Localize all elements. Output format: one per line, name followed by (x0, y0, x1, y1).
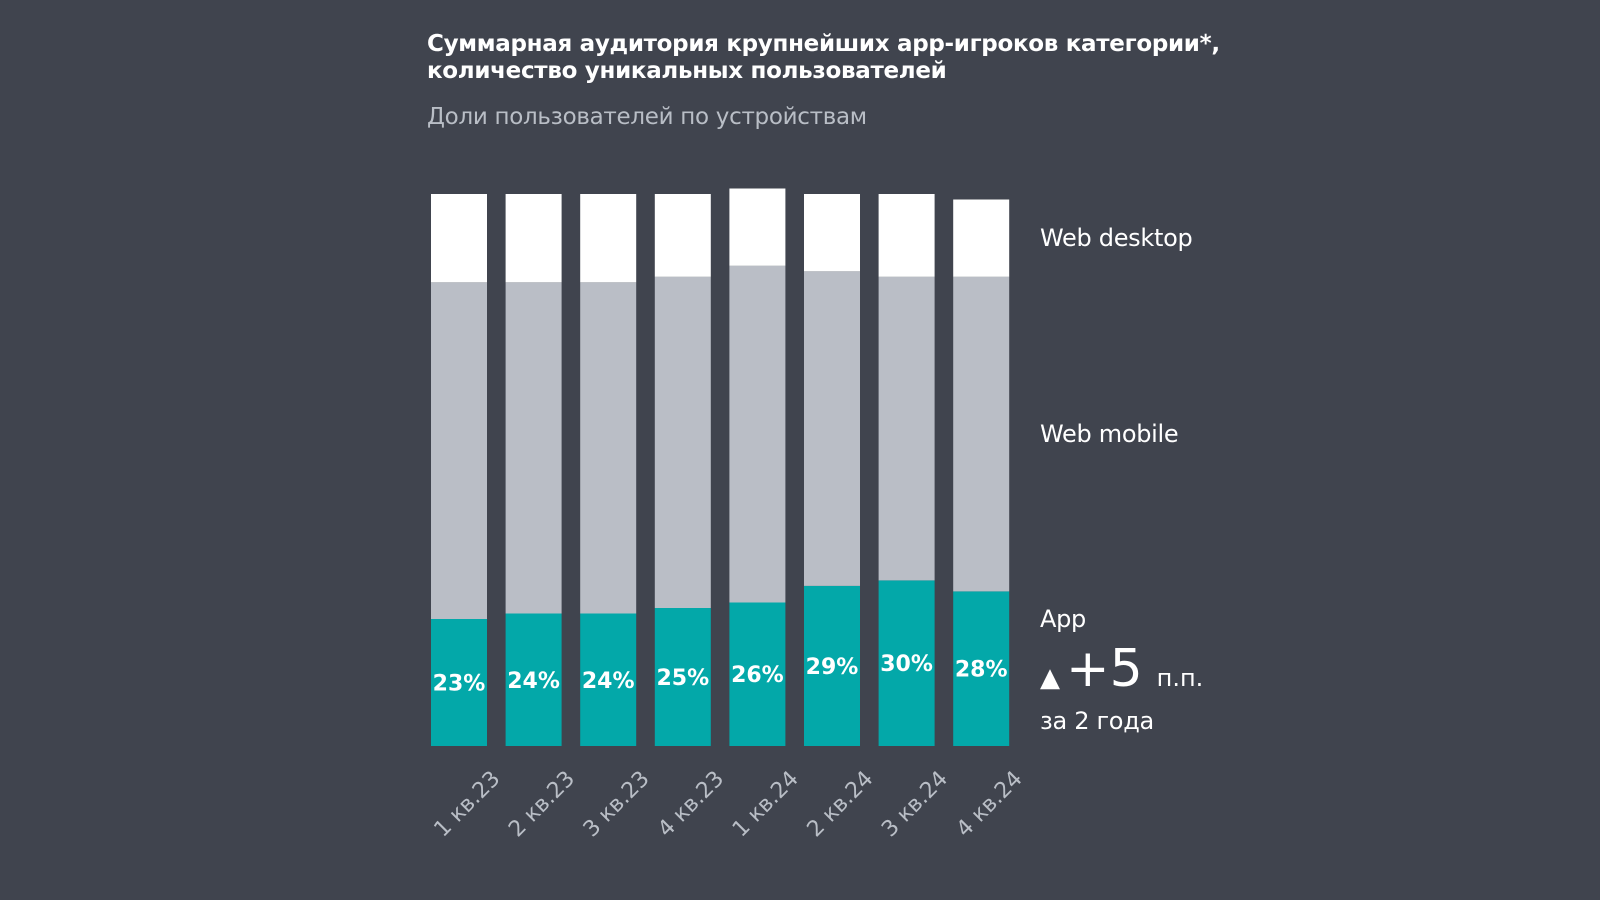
chart-title-line-1: Суммарная аудитория крупнейших app-игрок… (427, 31, 1220, 57)
bar-app-6 (804, 585, 860, 746)
bar-web-mobile-2 (505, 282, 562, 614)
stacked-bar-chart: 23% 1 кв.23 24% 2 кв.23 24% 3 кв.23 25% 4 кв.23… (430, 188, 1028, 842)
bar-web-desktop-1 (431, 194, 487, 283)
data-label-app-6: 29% (806, 655, 859, 680)
bar-app-1 (431, 619, 487, 746)
x-tick-label-8: 4 кв.24 (952, 766, 1028, 842)
x-tick-label-2: 2 кв.23 (504, 766, 580, 842)
app-growth-annotation: ▲ +5 п.п. (1040, 640, 1203, 698)
bar-app-4 (654, 608, 711, 746)
data-label-app-4: 25% (656, 666, 709, 691)
chart-title-line-2: количество уникальных пользователей (427, 58, 947, 84)
bar-web-mobile-7 (878, 276, 935, 581)
legend-web-desktop: Web desktop (1040, 224, 1193, 253)
up-triangle-icon: ▲ (1040, 663, 1060, 693)
x-tick-label-7: 3 кв.24 (877, 766, 953, 842)
bar-app-3 (580, 613, 637, 746)
bar-web-desktop-4 (654, 194, 711, 277)
bar-web-mobile-6 (804, 271, 860, 586)
bar-web-desktop-5 (729, 188, 786, 266)
data-label-app-7: 30% (880, 652, 933, 677)
bar-web-mobile-1 (431, 282, 487, 619)
bar-web-mobile-8 (953, 276, 1010, 592)
app-growth-unit: п.п. (1156, 664, 1204, 692)
chart-subtitle: Доли пользователей по устройствам (427, 104, 867, 130)
data-label-app-1: 23% (433, 672, 486, 697)
bar-web-desktop-8 (953, 199, 1010, 277)
x-tick-label-4: 4 кв.23 (653, 766, 729, 842)
x-tick-label-3: 3 кв.23 (579, 766, 655, 842)
bar-app-7 (878, 580, 935, 746)
data-label-app-2: 24% (507, 669, 560, 694)
bar-web-desktop-2 (505, 194, 562, 283)
bar-web-mobile-5 (729, 265, 786, 603)
legend-app: App (1040, 605, 1086, 634)
x-tick-label-5: 1 кв.24 (728, 766, 804, 842)
app-growth-value: +5 (1066, 639, 1143, 699)
bar-app-2 (505, 613, 562, 746)
bar-app-8 (953, 591, 1010, 746)
bar-web-desktop-3 (580, 194, 637, 283)
x-tick-label-6: 2 кв.24 (803, 766, 879, 842)
data-label-app-3: 24% (582, 669, 635, 694)
bar-web-mobile-4 (654, 276, 711, 608)
data-label-app-5: 26% (731, 663, 784, 688)
bar-app-5 (729, 602, 786, 746)
bar-web-desktop-6 (804, 194, 860, 272)
legend-web-mobile: Web mobile (1040, 420, 1179, 449)
app-growth-period: за 2 года (1040, 707, 1154, 735)
data-label-app-8: 28% (955, 658, 1008, 683)
bar-web-desktop-7 (878, 194, 935, 277)
chart-title: Суммарная аудитория крупнейших app-игрок… (427, 31, 1287, 85)
bar-web-mobile-3 (580, 282, 637, 614)
x-tick-label-1: 1 кв.23 (430, 766, 506, 842)
